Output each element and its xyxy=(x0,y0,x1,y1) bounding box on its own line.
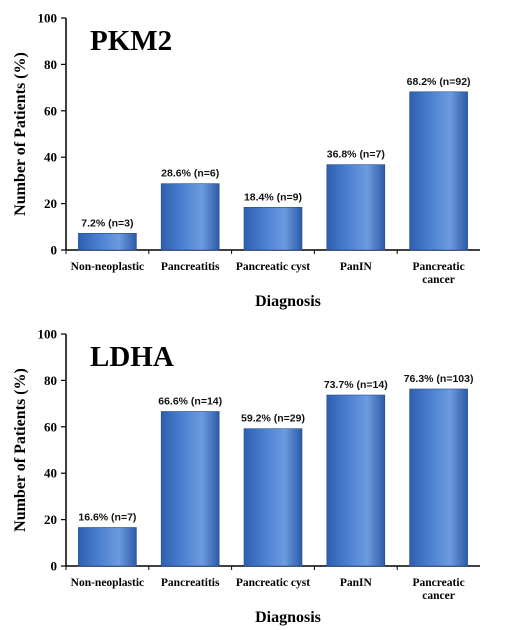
y-tick-label: 60 xyxy=(44,103,57,118)
category-label-3: PanIN xyxy=(340,261,373,273)
category-label-0: Non-neoplastic xyxy=(71,577,144,589)
category-label-2: Pancreatic cyst xyxy=(236,577,310,589)
category-label-4: cancer xyxy=(422,590,455,602)
data-label-3: 36.8% (n=7) xyxy=(327,149,385,161)
y-tick-label: 40 xyxy=(44,466,57,481)
pkm2-chart-panel: 0 20 40 60 80 100 7.2% (n=3) Non-neoplastic 28.6… xyxy=(0,0,510,314)
category-label-2: Pancreatic cyst xyxy=(236,261,310,273)
data-label-2: 18.4% (n=9) xyxy=(244,191,302,203)
y-axis-title: Number of Patients (%) xyxy=(12,368,29,532)
bar-0 xyxy=(78,527,137,567)
y-tick-label: 40 xyxy=(44,150,57,165)
category-label-0: Non-neoplastic xyxy=(71,261,144,273)
data-label-0: 16.6% (n=7) xyxy=(78,511,136,523)
category-label-1: Pancreatitis xyxy=(161,261,220,273)
y-tick-label: 0 xyxy=(51,243,58,258)
bar-2 xyxy=(243,207,303,251)
bar-1 xyxy=(160,411,220,567)
ldha-chart-panel: 0 20 40 60 80 100 16.6% (n=7) Non-neoplastic 66.… xyxy=(0,316,510,630)
data-label-4: 68.2% (n=92) xyxy=(407,76,471,88)
data-label-4: 76.3% (n=103) xyxy=(404,373,474,385)
y-tick-label: 60 xyxy=(44,419,57,434)
bar-3 xyxy=(326,394,386,567)
y-tick-label: 80 xyxy=(44,57,57,72)
ldha-title: LDHA xyxy=(90,341,174,373)
y-tick-label: 20 xyxy=(44,196,57,211)
bar-4 xyxy=(409,388,468,567)
data-label-3: 73.7% (n=14) xyxy=(324,379,388,391)
category-label-3: PanIN xyxy=(340,577,373,589)
bar-4 xyxy=(409,91,468,251)
data-label-1: 28.6% (n=6) xyxy=(161,168,219,180)
bar-1 xyxy=(160,183,220,251)
y-tick-label: 100 xyxy=(38,327,58,342)
category-label-4: cancer xyxy=(422,274,455,286)
bar-3 xyxy=(326,164,386,251)
category-label-1: Pancreatitis xyxy=(161,577,220,589)
x-axis-title: Diagnosis xyxy=(255,609,321,626)
pkm2-bar-chart: 0 20 40 60 80 100 7.2% (n=3) Non-neoplastic 28.6… xyxy=(12,11,480,310)
bar-2 xyxy=(243,428,303,567)
category-label-4: Pancreatic xyxy=(413,261,465,273)
y-tick-label: 80 xyxy=(44,373,57,388)
x-axis-title: Diagnosis xyxy=(255,293,321,310)
y-axis-title: Number of Patients (%) xyxy=(12,52,29,216)
y-tick-label: 100 xyxy=(38,11,58,26)
category-label-4: Pancreatic xyxy=(413,577,465,589)
ldha-bar-chart: 0 20 40 60 80 100 16.6% (n=7) Non-neoplastic 66.… xyxy=(12,327,480,626)
bar-0 xyxy=(78,232,137,251)
data-label-0: 7.2% (n=3) xyxy=(81,217,133,229)
data-label-1: 66.6% (n=14) xyxy=(158,395,222,407)
data-label-2: 59.2% (n=29) xyxy=(241,413,305,425)
pkm2-title: PKM2 xyxy=(90,25,172,57)
y-tick-label: 0 xyxy=(51,559,58,574)
y-tick-label: 20 xyxy=(44,512,57,527)
